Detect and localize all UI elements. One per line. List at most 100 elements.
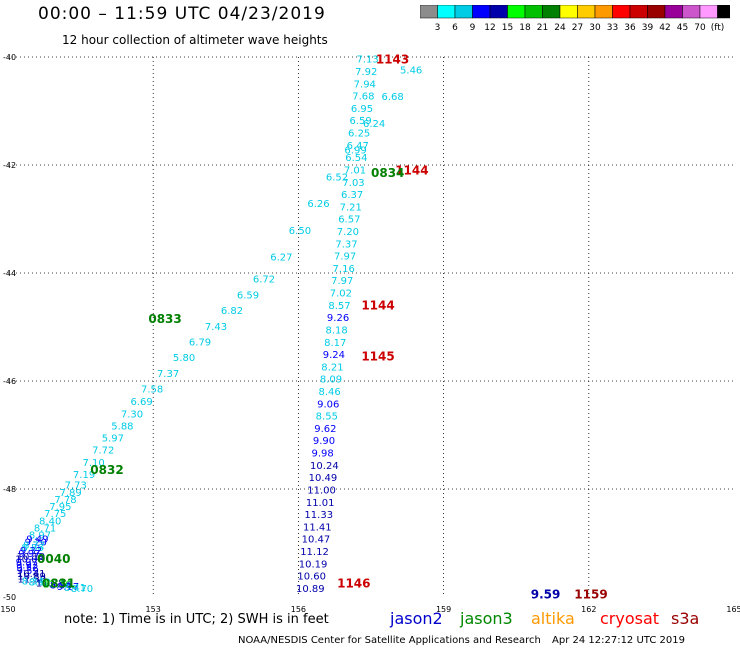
track-b-value: 8.41	[64, 583, 86, 594]
y-tick-label: -46	[3, 377, 16, 386]
colorbar-label: 9	[470, 23, 476, 31]
track-b-value: 7.37	[157, 369, 179, 380]
track-b-value: 5.46	[400, 66, 422, 77]
track-b-value: 8.71	[34, 523, 56, 534]
track-a-value: 9.98	[311, 449, 333, 460]
x-tick-label: 162	[581, 605, 596, 614]
pass-time-label: 9.59	[531, 587, 561, 601]
track-b-value: 8.72	[23, 540, 45, 551]
track-a-value: 7.94	[354, 79, 376, 90]
colorbar-label: 33	[607, 23, 618, 31]
track-a-value: 7.37	[335, 239, 357, 250]
track-b-value: 6.79	[189, 337, 211, 348]
track-b-value: 9.59	[17, 566, 39, 577]
track-a-value: 6.59	[349, 116, 371, 127]
x-tick-label: 165	[726, 605, 740, 614]
track-b-value: 8.86	[21, 543, 43, 554]
track-a-value: 6.57	[338, 215, 360, 226]
y-tick-label: -48	[3, 485, 16, 494]
colorbar-label: 6	[452, 23, 458, 31]
y-tick-label: -40	[3, 53, 16, 62]
track-a-value: 8.46	[318, 387, 340, 398]
track-a-value: 7.21	[340, 202, 362, 213]
track-a-value: 8.17	[324, 338, 346, 349]
track-b-value: 9.52	[16, 563, 38, 574]
colorbar-label: 36	[624, 23, 636, 31]
colorbar-label: 15	[502, 23, 513, 31]
y-tick-label: -44	[3, 269, 16, 278]
track-b-value: 10.89	[17, 572, 46, 583]
pass-time-label: 1159	[574, 587, 607, 601]
track-b-value: 12.26	[43, 580, 72, 591]
pass-time-label: 1145	[361, 350, 394, 364]
track-b-value: 6.68	[382, 92, 404, 103]
track-a-value: 8.21	[321, 362, 343, 373]
track-b-value: 6.27	[270, 253, 292, 264]
track-a-value: 11.33	[304, 510, 333, 521]
track-a-value: 11.01	[306, 498, 335, 509]
track-a-value: 10.24	[310, 461, 339, 472]
track-a-value: 9.24	[323, 350, 345, 361]
track-b-value: 8.34	[22, 576, 44, 587]
generated-timestamp: Apr 24 12:27:12 UTC 2019	[552, 635, 685, 646]
x-tick-label: 159	[436, 605, 451, 614]
chart-subtitle: 12 hour collection of altimeter wave hei…	[62, 33, 328, 47]
colorbar-label: 30	[589, 23, 601, 31]
colorbar-label: 42	[659, 23, 670, 31]
track-a-value: 6.37	[341, 190, 363, 201]
colorbar-label: 27	[572, 23, 583, 31]
track-b-value: 10.19	[17, 552, 46, 563]
track-b-value: 5.97	[102, 434, 124, 445]
track-b-value: 6.26	[307, 199, 329, 210]
track-a-value: 11.12	[300, 547, 329, 558]
y-tick-label: -50	[3, 593, 16, 602]
track-a-value: 7.02	[330, 289, 352, 300]
colorbar-label: 3	[435, 23, 441, 31]
track-a-value: 7.16	[333, 264, 355, 275]
legend-jason2: jason2	[390, 609, 443, 628]
track-b-value: 7.89	[60, 488, 82, 499]
legend-jason3: jason3	[460, 609, 513, 628]
track-b-value: 6.59	[237, 290, 259, 301]
track-b-value: 5.88	[111, 421, 133, 432]
track-b-value: 9.49	[26, 535, 48, 546]
track-a-value: 7.03	[342, 178, 364, 189]
track-b-value: 8.70	[71, 584, 93, 595]
track-a-value: 7.97	[331, 276, 353, 287]
track-a-value: 7.92	[355, 67, 377, 78]
colorbar-label: 21	[537, 23, 548, 31]
colorbar-label: 45	[677, 23, 688, 31]
track-a-value: 10.89	[296, 584, 325, 595]
track-a-value: 6.47	[347, 141, 369, 152]
pass-time-label: 1144	[361, 298, 394, 312]
track-a-value: 8.09	[320, 375, 342, 386]
legend-s3a: s3a	[671, 609, 700, 628]
track-b-value: 7.72	[92, 446, 114, 457]
track-a-value: 9.62	[314, 424, 336, 435]
track-a-value: 8.55	[316, 412, 338, 423]
credit-line: NOAA/NESDIS Center for Satellite Applica…	[238, 635, 541, 646]
track-a-value: 7.20	[337, 227, 359, 238]
track-b-value: 8.97	[29, 531, 51, 542]
track-b-value: 7.43	[205, 322, 227, 333]
pass-time-label: 0834	[371, 166, 404, 180]
colorbar-label: 70	[694, 23, 706, 31]
legend-altika: altika	[531, 609, 575, 628]
track-b-value: 10.08	[15, 555, 44, 566]
track-b-value: 8.96	[50, 581, 72, 592]
track-a-value: 6.25	[348, 129, 370, 140]
track-b-value: 6.50	[289, 226, 311, 237]
track-a-value: 10.19	[299, 559, 328, 570]
track-a-value: 11.41	[303, 522, 332, 533]
track-b-value: 5.80	[173, 353, 195, 364]
track-a-value: 6.54	[345, 153, 367, 164]
swh-colorbar: 3 6 9 12 15 18 21 24 27 30 33 36 39 42 45 70 (ft)	[420, 5, 730, 31]
pass-time-label: 1144	[395, 163, 428, 177]
track-a-value: 7.68	[352, 92, 374, 103]
track-b-value: 11.78	[36, 579, 65, 590]
track-b-value: 8.62	[29, 577, 51, 588]
track-b-value: 10.41	[17, 569, 46, 580]
track-b-value: 9.20	[25, 537, 47, 548]
track-b-value: 11.50	[18, 575, 47, 586]
